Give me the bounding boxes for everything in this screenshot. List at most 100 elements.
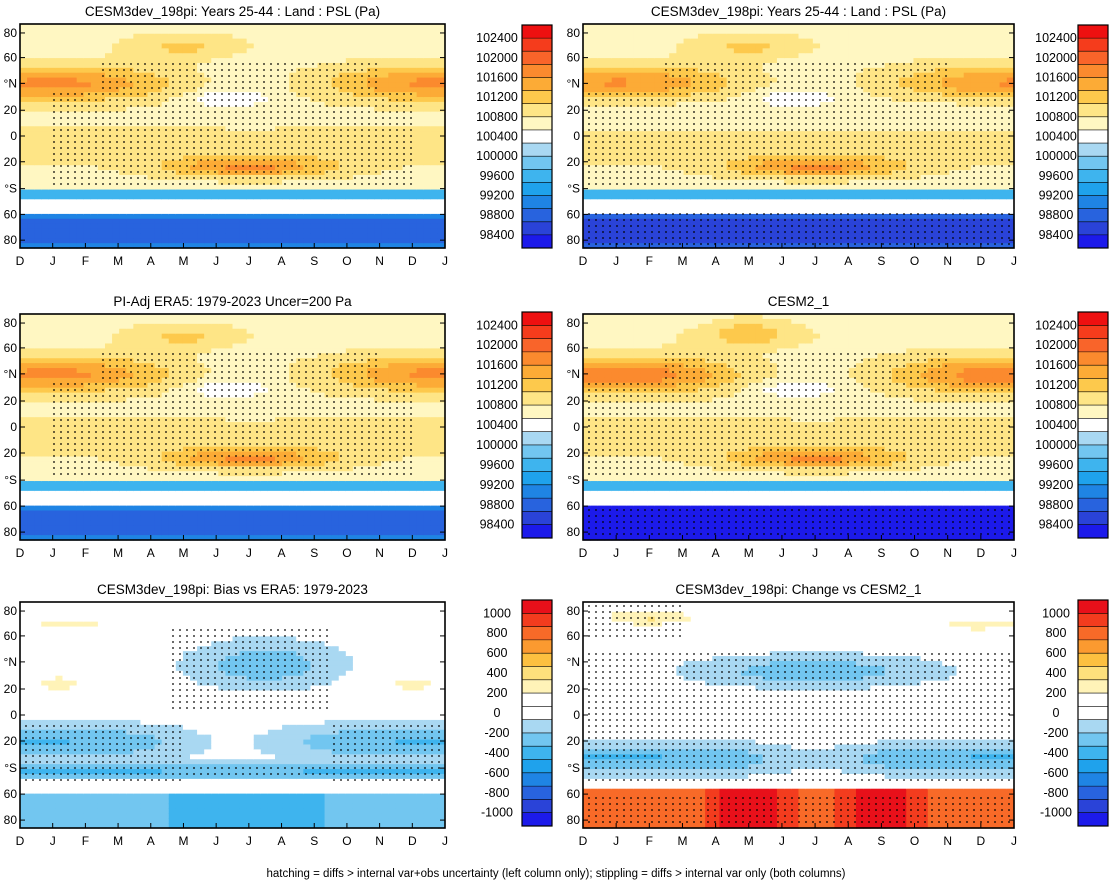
heat-cell [604,131,613,137]
heat-cell [733,121,742,127]
heat-cell [647,67,656,74]
heat-cell [360,126,368,132]
heat-cell [416,24,425,30]
heat-cell [712,155,721,161]
heat-cell [190,53,198,59]
heat-cell [119,48,127,54]
heat-cell [583,199,591,205]
heat-cell [289,204,297,210]
heat-cell [409,62,418,69]
heat-cell [62,48,71,54]
heat-cell [583,28,591,35]
heat-cell [204,160,212,166]
heat-cell [119,136,127,142]
heat-cell [733,92,742,98]
heat-cell [204,209,212,215]
heat-cell [583,126,591,132]
heat-cell [69,48,78,54]
heat-cell [345,209,354,215]
stipple-dot [165,123,167,125]
heat-cell [55,155,64,161]
heat-cell [395,116,404,122]
stipple-dot [242,177,244,179]
stipple-dot [270,135,272,137]
heat-cell [331,43,340,49]
heat-cell [741,238,749,244]
heat-cell [647,165,656,171]
heat-cell [76,33,85,40]
heat-cell [654,28,663,35]
heat-cell [430,204,439,210]
heat-cell [97,58,106,64]
heat-cell [719,194,728,200]
heat-cell [633,155,642,161]
heat-cell [126,145,134,152]
heat-cell [719,33,728,40]
stipple-dot [291,69,293,71]
heat-cell [395,150,404,157]
heat-cell [76,67,85,74]
heat-cell [331,121,340,127]
heat-cell [126,228,134,234]
heat-cell [690,62,699,69]
stipple-dot [207,141,209,143]
heat-cell [697,218,706,225]
heat-cell [374,209,382,215]
heat-cell [317,28,326,35]
heat-cell [260,204,269,210]
heat-cell [197,223,205,230]
heat-cell [733,43,742,49]
heat-cell [345,189,354,196]
heat-cell [618,67,627,74]
heat-cell [20,150,28,157]
heat-cell [232,38,241,45]
stipple-dot [284,105,286,107]
stipple-dot [242,99,244,101]
heat-cell [367,228,375,234]
heat-cell [133,136,142,142]
stipple-dot [165,93,167,95]
heat-cell [345,184,354,191]
heat-cell [374,72,382,79]
heat-cell [246,136,255,142]
heat-cell [604,243,613,249]
heat-cell [112,72,120,79]
stipple-dot [298,93,300,95]
heat-cell [423,33,432,40]
stipple-dot [326,105,328,107]
stipple-dot [270,147,272,149]
heat-cell [662,204,670,210]
heat-cell [239,101,248,108]
heat-cell [105,238,113,244]
heat-cell [48,233,57,239]
heat-cell [611,97,620,103]
heat-cell [197,28,205,35]
heat-cell [126,82,134,88]
heat-cell [741,243,749,249]
heat-cell [267,111,276,118]
heat-cell [225,77,234,84]
heat-cell [416,72,425,79]
stipple-dot [158,153,160,155]
heat-cell [27,62,35,69]
heat-cell [352,155,361,161]
stipple-dot [319,165,321,167]
heat-cell [416,111,425,118]
heat-cell [76,223,85,230]
heat-cell [381,24,389,30]
heat-cell [755,131,764,137]
heat-cell [733,189,742,196]
stipple-dot [284,147,286,149]
heat-cell [232,209,241,215]
heat-cell [748,136,756,142]
heat-cell [590,43,598,49]
heat-cell [239,209,248,215]
heat-cell [260,116,269,122]
heat-cell [48,160,57,166]
stipple-dot [102,81,104,83]
heat-cell [352,170,361,176]
heat-cell [381,116,389,122]
heat-cell [597,184,606,191]
stipple-dot [116,129,118,131]
heat-cell [626,189,634,196]
